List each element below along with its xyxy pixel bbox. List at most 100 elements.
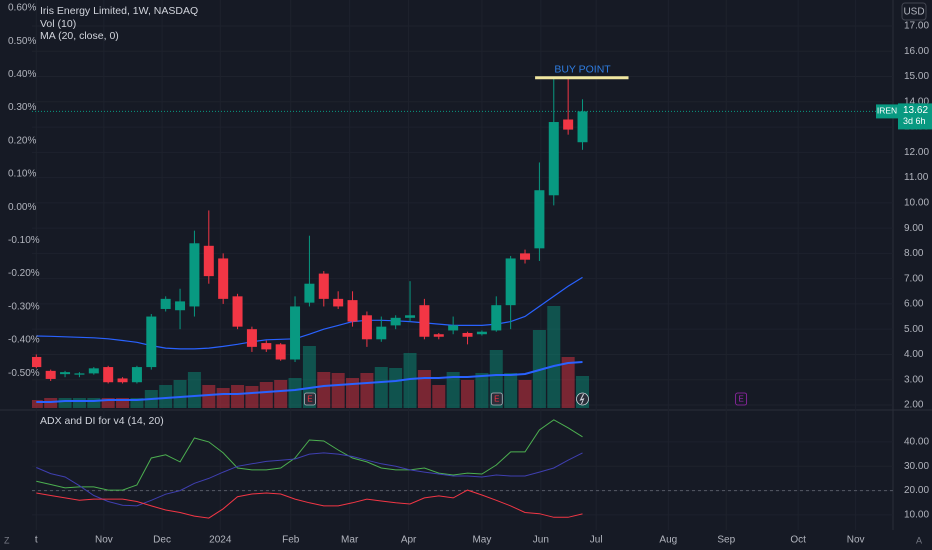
- candle-body: [419, 305, 430, 337]
- candle-body: [261, 343, 272, 350]
- volume-bar: [446, 372, 460, 408]
- price-badge: [898, 103, 932, 130]
- event-label: E: [494, 395, 499, 404]
- y-tick-label: 6.00: [904, 299, 924, 310]
- volume-bar: [130, 398, 144, 408]
- volume-bar: [32, 400, 43, 408]
- candle-body: [361, 315, 372, 340]
- x-tick-label: Nov: [847, 535, 865, 546]
- currency-button[interactable]: [901, 2, 927, 21]
- volume-bar: [561, 357, 575, 408]
- symbol-label: IREN: [877, 106, 897, 116]
- candle-body: [347, 300, 358, 322]
- x-tick-label: 2024: [209, 535, 232, 546]
- y-tick-label: 17.00: [904, 21, 929, 32]
- timezone-icon[interactable]: Z: [4, 535, 10, 545]
- candle-body: [433, 334, 444, 337]
- volume-bar: [187, 372, 201, 408]
- candle-body: [232, 296, 243, 327]
- adx-tick-label: 30.00: [904, 461, 929, 472]
- candle-body: [290, 306, 301, 360]
- y2-tick-label: 0.20%: [8, 135, 36, 146]
- x-tick-label: Feb: [282, 535, 300, 546]
- y-tick-label: 8.00: [904, 248, 924, 259]
- candle-body: [45, 370, 56, 379]
- adx-tick-label: 40.00: [904, 437, 929, 448]
- last-price: 13.62: [903, 105, 928, 116]
- volume-bar: [475, 373, 489, 408]
- y2-tick-label: 0.00%: [8, 202, 36, 213]
- x-tick-label: May: [472, 535, 491, 546]
- candle-body: [189, 243, 200, 307]
- event-label: E: [738, 395, 743, 404]
- candle-body: [390, 317, 401, 326]
- y-tick-label: 15.00: [904, 71, 929, 82]
- y-tick-label: 9.00: [904, 223, 924, 234]
- candle-body: [304, 283, 315, 303]
- x-tick-label: Oct: [790, 535, 806, 546]
- candle-body: [563, 119, 574, 130]
- volume-bar: [360, 373, 374, 408]
- x-tick-label: Jun: [533, 535, 549, 546]
- volume-bar: [374, 367, 388, 408]
- candle-body: [32, 356, 42, 368]
- candle-body: [117, 378, 128, 383]
- volume-bar: [461, 380, 475, 408]
- grid: [32, 0, 893, 530]
- settings-icon[interactable]: A: [916, 535, 922, 545]
- symbol-badge: [876, 104, 898, 119]
- candle-body: [505, 258, 516, 306]
- y-tick-label: 16.00: [904, 46, 929, 57]
- indicator-label: Vol (10): [40, 18, 76, 30]
- candle-body: [333, 298, 344, 307]
- y2-tick-label: 0.60%: [8, 3, 36, 14]
- y-tick-label: 2.00: [904, 400, 924, 411]
- candle-body: [376, 326, 387, 340]
- adx-tick-label: 20.00: [904, 485, 929, 496]
- x-tick-label: Jul: [590, 535, 603, 546]
- volume-bar: [389, 368, 403, 408]
- countdown: 3d 6h: [903, 116, 926, 126]
- adx-line: [36, 419, 583, 491]
- volume-bar: [101, 398, 115, 408]
- volume-bar: [504, 373, 518, 408]
- x-tick-label: Sep: [717, 535, 735, 546]
- volume-bar: [547, 306, 561, 408]
- volume-bar: [259, 382, 273, 408]
- volume-bar: [417, 370, 431, 408]
- y-tick-label: 4.00: [904, 349, 924, 360]
- candle-body: [146, 316, 157, 368]
- volume-bar: [274, 380, 288, 408]
- y-tick-label: 14.00: [904, 96, 929, 107]
- y2-tick-label: 0.40%: [8, 69, 36, 80]
- volume-bar: [302, 346, 316, 408]
- volume-bar: [288, 378, 302, 408]
- y2-tick-label: -0.40%: [8, 335, 40, 346]
- candle-body: [103, 367, 114, 383]
- volume-bar: [231, 385, 245, 408]
- y-tick-label: 12.00: [904, 147, 929, 158]
- x-tick-label: Dec: [153, 535, 171, 546]
- dividend-bolt: [579, 393, 585, 405]
- adx-line: [36, 452, 583, 507]
- adx-line: [36, 489, 583, 519]
- candle-body: [520, 253, 531, 260]
- volume-bar: [518, 380, 532, 408]
- buy-point-label: BUY POINT: [554, 64, 611, 76]
- candle-body: [476, 331, 487, 335]
- candle-body: [74, 373, 85, 375]
- volume-bar: [245, 386, 259, 408]
- volume-bar: [346, 378, 360, 408]
- candle-body: [275, 344, 286, 360]
- y2-tick-label: -0.30%: [8, 301, 40, 312]
- event-icon: [490, 392, 503, 406]
- event-icon: [304, 392, 316, 406]
- chart-title: Iris Energy Limited, 1W, NASDAQ: [40, 5, 198, 17]
- currency[interactable]: USD: [903, 7, 924, 18]
- x-tick-label: t: [35, 535, 38, 546]
- volume-bar: [317, 372, 331, 408]
- y-tick-label: 7.00: [904, 273, 924, 284]
- y2-tick-label: -0.10%: [8, 235, 40, 246]
